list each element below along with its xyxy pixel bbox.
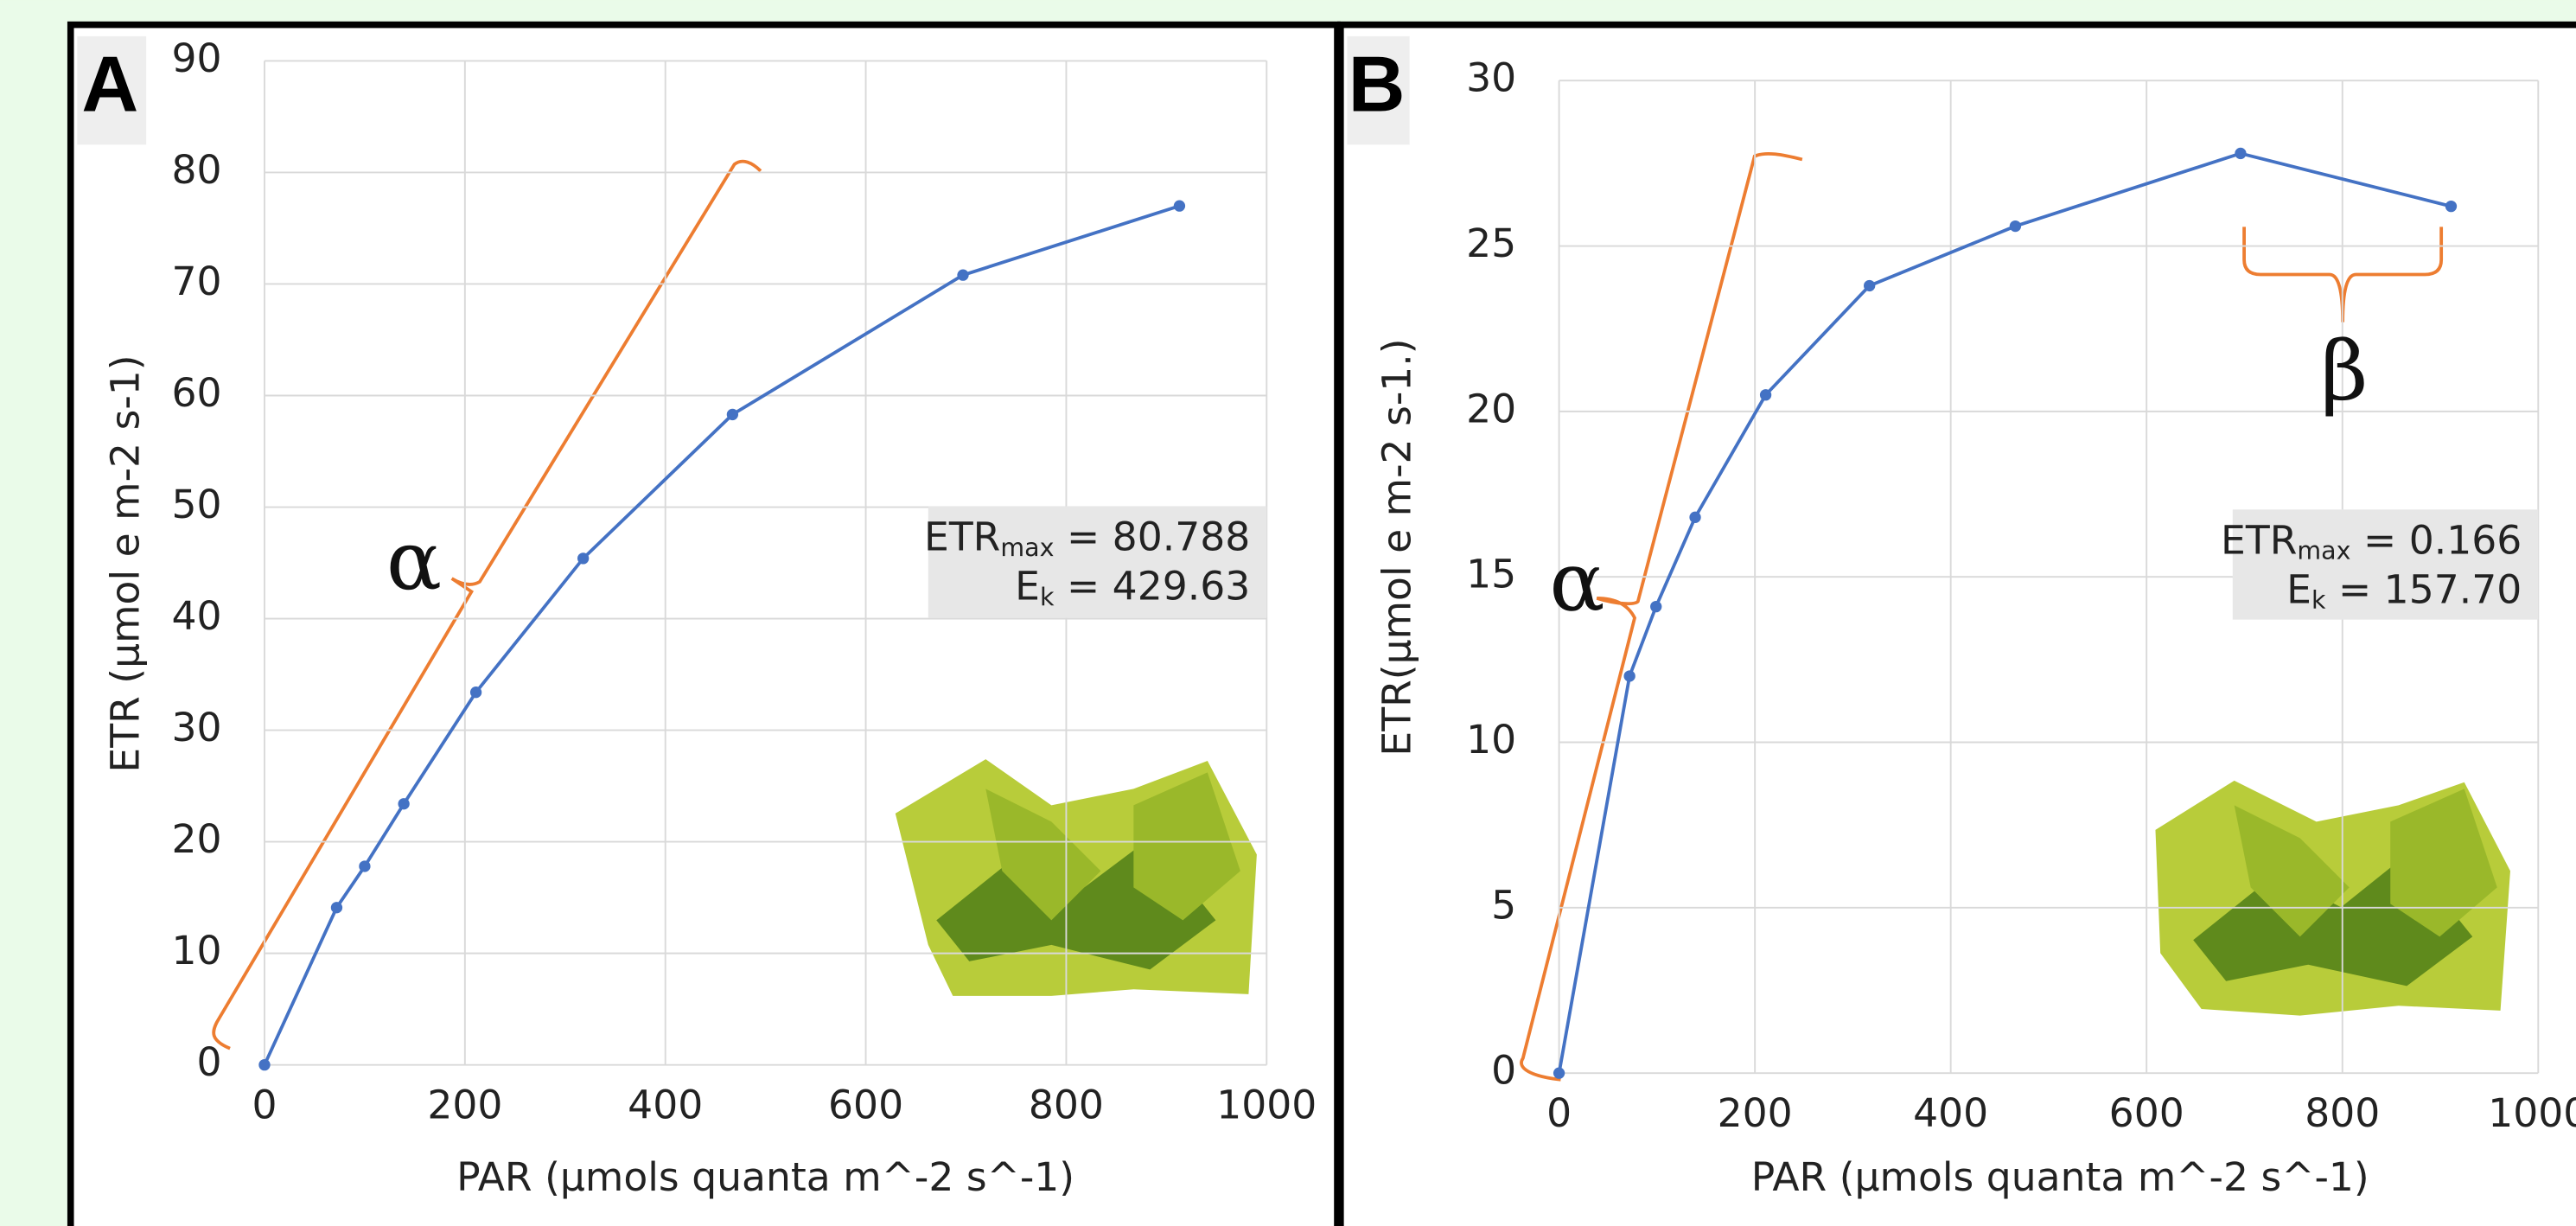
stats-symbol: ETR — [2221, 517, 2297, 563]
y-tick-label: 0 — [1491, 1048, 1516, 1094]
stats-value: = 429.63 — [1054, 563, 1250, 609]
stats-text: ETRmax = 80.788 — [924, 514, 1250, 562]
data-point — [2235, 148, 2246, 159]
x-axis-title: PAR (µmols quanta m^-2 s^-1) — [1751, 1154, 2369, 1200]
y-tick-label: 10 — [172, 928, 222, 974]
panel-label: A — [81, 41, 138, 129]
data-point — [1650, 601, 1661, 612]
data-point — [1623, 670, 1635, 681]
y-tick-label: 20 — [1466, 386, 1516, 431]
x-tick-label: 400 — [628, 1082, 703, 1128]
data-point — [577, 552, 589, 564]
x-tick-label: 1000 — [1216, 1082, 1317, 1128]
data-point — [1760, 389, 1771, 400]
data-point — [2010, 220, 2021, 232]
x-tick-label: 800 — [1029, 1082, 1104, 1128]
y-tick-label: 70 — [172, 259, 222, 304]
x-tick-label: 1000 — [2488, 1090, 2576, 1136]
data-point — [470, 686, 481, 698]
y-tick-label: 90 — [172, 35, 222, 81]
greek-symbol: α — [1549, 534, 1604, 629]
x-tick-label: 400 — [1913, 1090, 1988, 1136]
stats-symbol: E — [1015, 563, 1040, 609]
x-tick-label: 600 — [2109, 1090, 2184, 1136]
data-point — [331, 902, 342, 913]
stats-subscript: k — [1040, 583, 1055, 611]
data-point — [398, 798, 409, 809]
y-tick-label: 80 — [172, 147, 222, 193]
x-tick-label: 200 — [427, 1082, 502, 1128]
y-tick-label: 30 — [1466, 55, 1516, 101]
x-tick-label: 800 — [2305, 1090, 2380, 1136]
y-tick-label: 25 — [1466, 220, 1516, 266]
data-point — [2445, 201, 2457, 212]
stats-symbol: E — [2286, 566, 2311, 612]
stats-subscript: max — [2297, 537, 2350, 565]
y-tick-label: 50 — [172, 482, 222, 527]
data-point — [1689, 512, 1700, 523]
y-axis-title: ETR (µmol e m-2 s-1) — [103, 354, 149, 772]
data-point — [957, 270, 968, 281]
panel-label: B — [1349, 41, 1406, 129]
panel-a — [71, 25, 1337, 1226]
data-point — [1174, 201, 1185, 212]
y-tick-label: 0 — [197, 1039, 222, 1085]
stats-value: = 80.788 — [1054, 514, 1250, 559]
greek-symbol: β — [2321, 324, 2369, 419]
data-point — [1864, 280, 1875, 291]
data-point — [727, 409, 738, 420]
y-tick-label: 5 — [1491, 882, 1516, 928]
y-axis-title: ETR(µmol e m-2 s-1.) — [1374, 338, 1420, 756]
stats-subscript: k — [2311, 586, 2326, 615]
data-point — [359, 860, 370, 872]
greek-symbol: α — [386, 514, 442, 609]
figure: 010203040506070809002004006008001000APAR… — [0, 0, 2576, 1226]
data-point — [1553, 1067, 1565, 1078]
x-tick-label: 200 — [1718, 1090, 1793, 1136]
y-tick-label: 60 — [172, 370, 222, 416]
x-tick-label: 600 — [828, 1082, 903, 1128]
stats-text: ETRmax = 0.166 — [2221, 517, 2522, 565]
x-tick-label: 0 — [1546, 1090, 1572, 1136]
data-point — [258, 1059, 270, 1070]
y-tick-label: 15 — [1466, 552, 1516, 597]
stats-symbol: ETR — [924, 514, 1000, 559]
y-tick-label: 30 — [172, 705, 222, 750]
stats-value: = 157.70 — [2325, 566, 2522, 612]
y-tick-label: 20 — [172, 816, 222, 862]
stats-subscript: max — [1000, 533, 1054, 562]
stats-value: = 0.166 — [2350, 517, 2522, 563]
y-tick-label: 40 — [172, 593, 222, 639]
y-tick-label: 10 — [1466, 717, 1516, 763]
x-tick-label: 0 — [252, 1082, 277, 1128]
x-axis-title: PAR (µmols quanta m^-2 s^-1) — [456, 1154, 1074, 1200]
